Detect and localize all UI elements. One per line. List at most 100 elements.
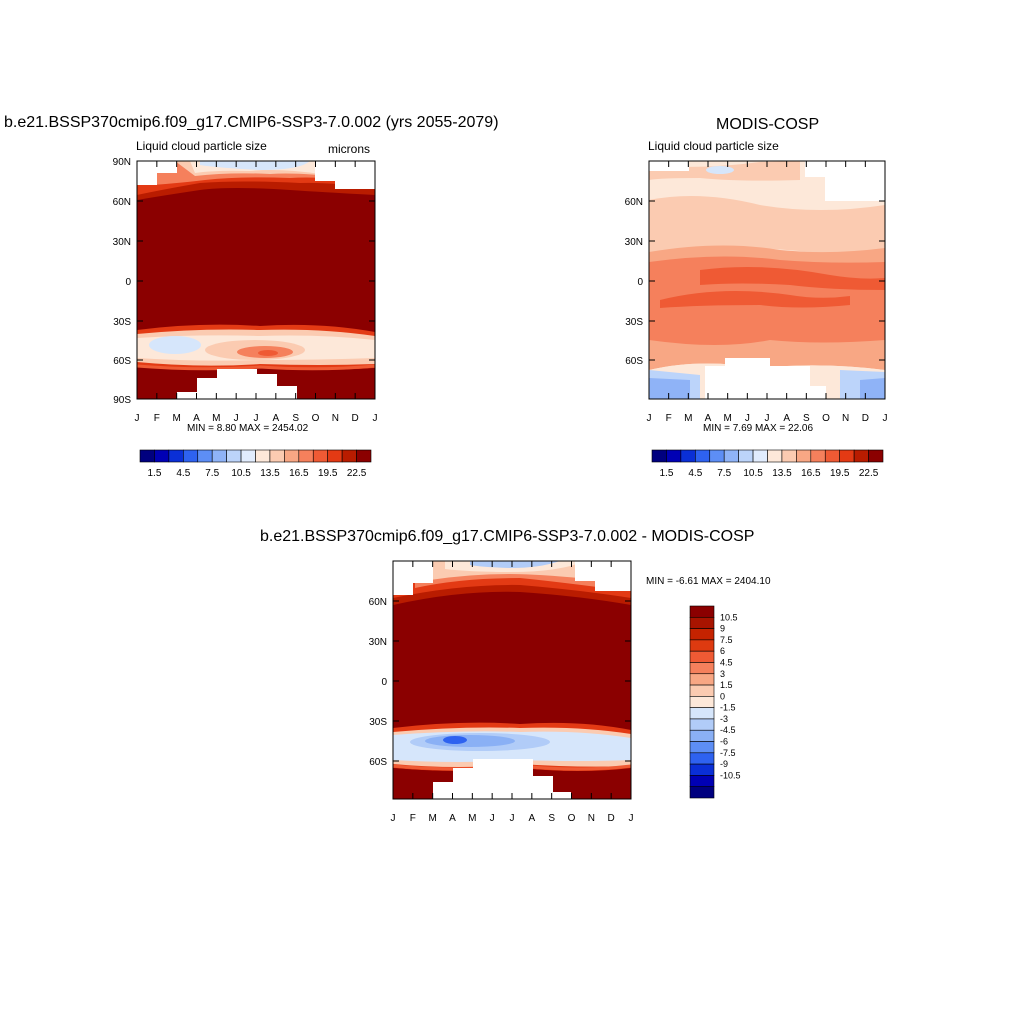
chart2-ytick-label: 30N (625, 237, 643, 248)
chart3-colorbar-label: 4.5 (720, 657, 733, 667)
chart1-xtick-label: N (332, 413, 339, 424)
chart3-colorbar-label: 10.5 (720, 612, 738, 622)
chart3-xtick-label: J (391, 813, 396, 824)
chart2-xtick-label: J (745, 413, 750, 424)
chart1-colorbar-cell (139, 449, 155, 463)
chart2-ytick-label: 60N (625, 197, 643, 208)
chart1-colorbar-cell (197, 449, 213, 463)
chart1-units: microns (328, 142, 371, 156)
chart2-xtick-label: O (822, 413, 830, 424)
chart1-colorbar-cell (284, 449, 300, 463)
chart2-colorbar-cell (695, 449, 711, 463)
chart1-colorbar-label: 7.5 (205, 468, 219, 479)
chart1-colorbar-label: 1.5 (147, 468, 161, 479)
chart3-xtick-label: M (468, 813, 476, 824)
chart2-colorbar-cell (810, 449, 826, 463)
chart3-colorbar-label: 1.5 (720, 680, 733, 690)
chart2-xtick-label: F (666, 413, 672, 424)
chart3-colorbar-cell (689, 673, 715, 686)
chart1-xtick-label: J (135, 413, 140, 424)
chart1-xtick-label: M (212, 413, 220, 424)
chart1-xtick-label: M (172, 413, 180, 424)
chart2-colorbar-label: 19.5 (830, 468, 850, 479)
chart1-xtick-label: J (234, 413, 239, 424)
chart3-xtick-label: O (568, 813, 576, 824)
chart2-xtick-label: J (647, 413, 652, 424)
chart2-colorbar-cell (839, 449, 855, 463)
chart3-xtick-label: A (449, 813, 456, 824)
chart3-title: b.e21.BSSP370cmip6.f09_g17.CMIP6-SSP3-7.… (260, 528, 755, 545)
chart1-colorbar-cell (168, 449, 184, 463)
chart3-xtick-label: J (490, 813, 495, 824)
chart1-colorbar-cell (183, 449, 199, 463)
chart1-minmax: MIN = 8.80 MAX = 2454.02 (187, 423, 309, 434)
chart1-colorbar-cell (298, 449, 314, 463)
chart1-field (137, 161, 375, 399)
chart3-colorbar-cell (689, 718, 715, 731)
chart1-colorbar-label: 4.5 (176, 468, 190, 479)
chart1-ytick-label: 30N (113, 237, 131, 248)
chart3-colorbar-label: 9 (720, 624, 725, 634)
chart2-ytick-label: 60S (625, 356, 643, 367)
chart1-ytick-label: 30S (113, 317, 131, 328)
chart3-colorbar-cell (689, 752, 715, 765)
chart1-ytick-label: 0 (125, 277, 131, 288)
chart3-colorbar-cell (689, 639, 715, 652)
chart1-colorbar-cell (226, 449, 242, 463)
chart3-colorbar-label: -7.5 (720, 748, 736, 758)
chart3-colorbar-cell (689, 707, 715, 720)
chart2-colorbar-cell (651, 449, 667, 463)
chart2-colorbar-cell (824, 449, 840, 463)
chart2-colorbar-cell (752, 449, 768, 463)
chart1-colorbar-cell (327, 449, 343, 463)
chart2-colorbar-cell (868, 449, 884, 463)
chart1-colorbar-cell (240, 449, 256, 463)
chart2-colorbar-label: 4.5 (688, 468, 702, 479)
chart2-ytick-label: 0 (637, 277, 643, 288)
chart2-colorbar-label: 13.5 (772, 468, 792, 479)
chart1-colorbar-label: 19.5 (318, 468, 338, 479)
chart2-xtick-label: A (705, 413, 712, 424)
chart1-colorbar-label: 13.5 (260, 468, 280, 479)
chart3-xtick-label: D (608, 813, 615, 824)
chart3-minmax: MIN = -6.61 MAX = 2404.10 (646, 576, 771, 587)
chart2-xtick-label: D (862, 413, 869, 424)
chart1-title: b.e21.BSSP370cmip6.f09_g17.CMIP6-SSP3-7.… (4, 114, 499, 131)
chart3-ytick-label: 0 (381, 677, 387, 688)
chart2-xtick-label: M (723, 413, 731, 424)
chart3-colorbar-cell (689, 605, 715, 618)
chart3-colorbar-label: 3 (720, 669, 725, 679)
chart3-xtick-label: N (588, 813, 595, 824)
chart2-colorbar-label: 10.5 (743, 468, 763, 479)
chart3-colorbar-cell (689, 684, 715, 697)
chart3-colorbar-cell (689, 729, 715, 742)
chart1-xtick-label: F (154, 413, 160, 424)
chart1-subtitle: Liquid cloud particle size (136, 139, 267, 153)
chart3-colorbar-cell (689, 662, 715, 675)
chart1-ytick-label: 60N (113, 197, 131, 208)
chart1-ytick-label: 90S (113, 395, 131, 406)
chart2-title: MODIS-COSP (716, 116, 820, 133)
chart2-ytick-label: 30S (625, 317, 643, 328)
chart2-colorbar-cell (796, 449, 812, 463)
chart1-xtick-label: A (272, 413, 279, 424)
chart2-xtick-label: N (842, 413, 849, 424)
chart3-colorbar-cell (689, 696, 715, 708)
chart2-xtick-label: A (783, 413, 790, 424)
chart2-xtick-label: J (765, 413, 770, 424)
chart1-xtick-label: A (193, 413, 200, 424)
chart3-colorbar-label: -3 (720, 714, 728, 724)
chart3-colorbar-label: 7.5 (720, 635, 733, 645)
chart1-colorbar-label: 16.5 (289, 468, 309, 479)
chart2-subtitle: Liquid cloud particle size (648, 139, 779, 153)
chart3-xtick-label: S (548, 813, 555, 824)
chart1-ytick-label: 60S (113, 356, 131, 367)
chart2-colorbar-cell (853, 449, 869, 463)
chart1-xtick-label: O (312, 413, 320, 424)
chart2-colorbar-label: 7.5 (717, 468, 731, 479)
chart3-colorbar-cell (689, 628, 715, 641)
chart3-ytick-label: 30N (369, 637, 387, 648)
chart2-colorbar-cell (709, 449, 725, 463)
chart2-minmax: MIN = 7.69 MAX = 22.06 (703, 423, 814, 434)
